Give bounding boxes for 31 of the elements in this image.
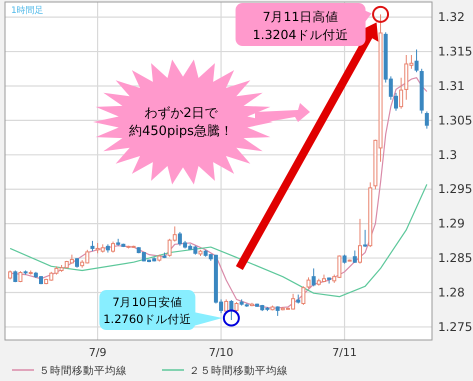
x-tick-label: 7/11 <box>332 346 357 359</box>
x-tick-label: 7/10 <box>208 346 234 359</box>
candlestick <box>358 218 362 264</box>
y-tick-label: 1.285 <box>438 251 472 266</box>
y-tick-label: 1.295 <box>438 182 472 196</box>
legend-label: ５時間移動平均線 <box>39 364 127 377</box>
candlestick <box>363 229 368 248</box>
candlestick <box>234 302 239 312</box>
annotation: 7月10日安値 1.2760ドル付近 <box>103 295 192 326</box>
annotation: 7月11日高値 1.3204ドル付近 <box>252 9 348 42</box>
candlestick <box>352 250 357 264</box>
candlestick <box>414 49 419 73</box>
annotation: 1時間足 <box>11 5 44 16</box>
y-tick-label: 1.31 <box>438 78 465 93</box>
y-tick-label: 1.275 <box>438 320 472 334</box>
y-tick-label: 1.305 <box>438 113 472 128</box>
candlestick <box>75 258 80 268</box>
y-tick-label: 1.3 <box>438 148 458 162</box>
y-tick-label: 1.315 <box>438 44 472 59</box>
annotation: 約450pips急騰！ <box>129 124 233 139</box>
y-tick-label: 1.29 <box>438 216 465 231</box>
y-tick-label: 1.32 <box>438 10 465 24</box>
x-tick-label: 7/9 <box>88 346 106 359</box>
legend-label: ２５時間移動平均線 <box>189 364 288 377</box>
candlestick <box>224 298 228 313</box>
annotation: わずか2日で <box>144 106 219 121</box>
candlestick <box>111 241 116 254</box>
candlestick <box>424 110 429 130</box>
candlestick <box>312 268 316 287</box>
candlestick <box>90 240 94 252</box>
y-tick-label: 1.28 <box>438 286 465 300</box>
